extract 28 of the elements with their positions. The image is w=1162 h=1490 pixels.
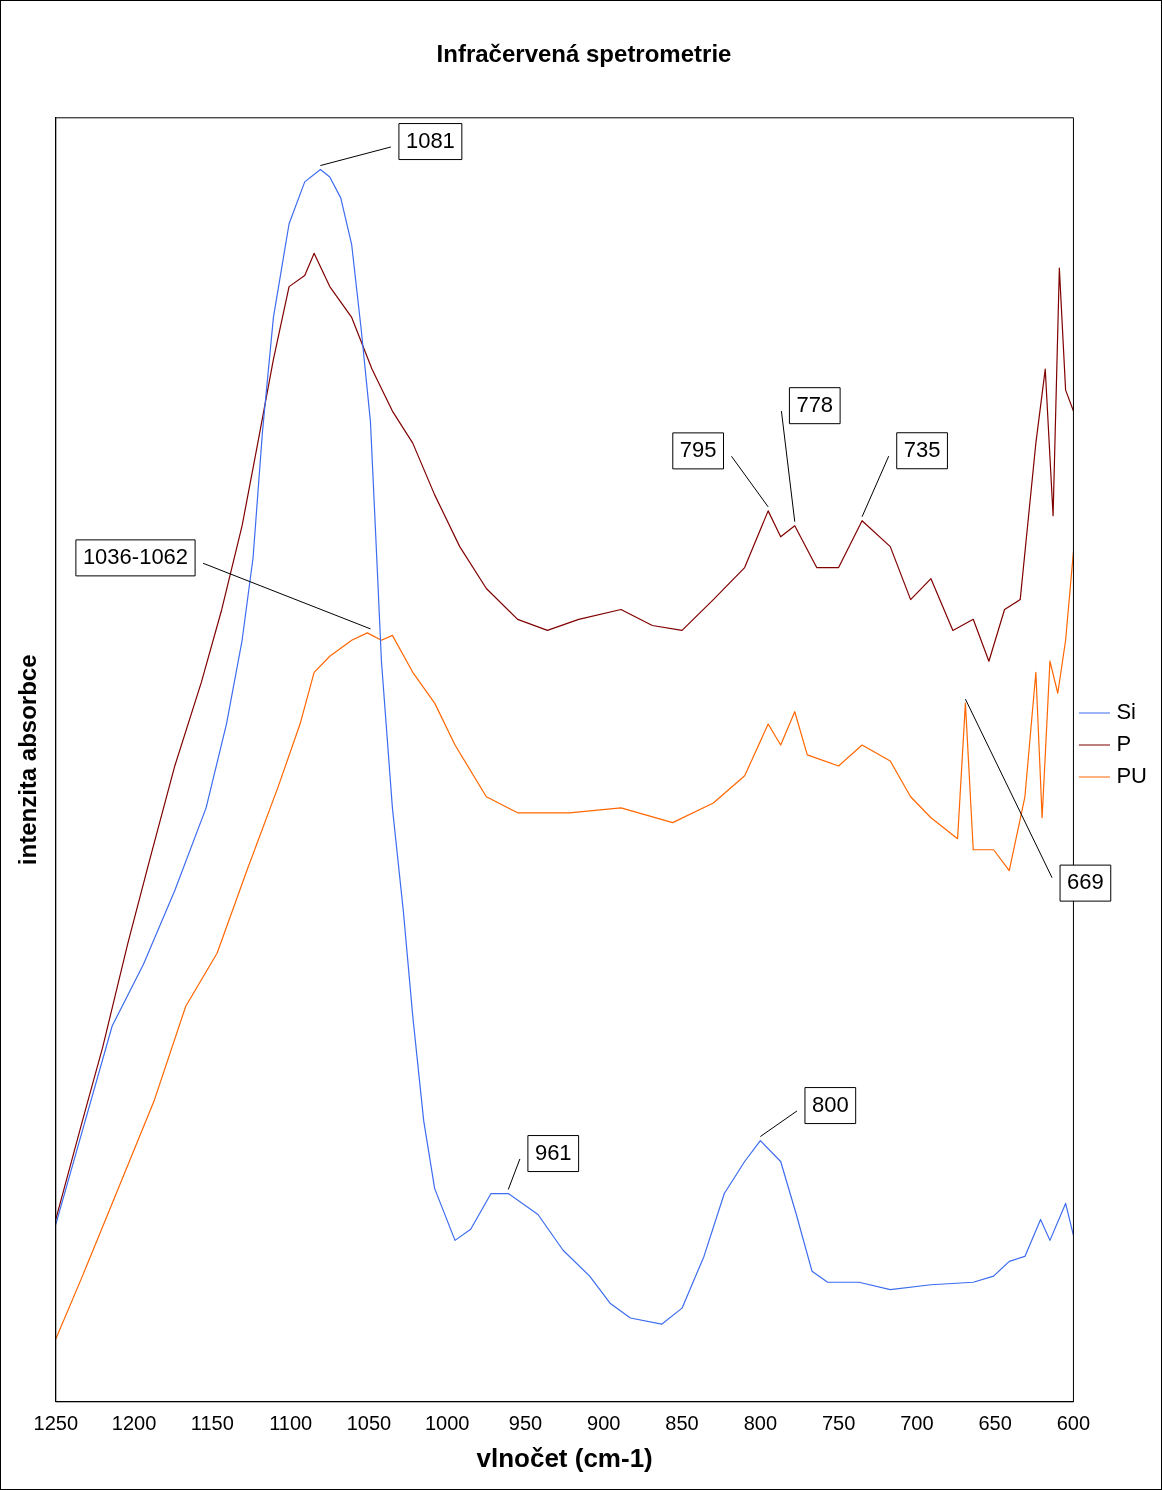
annotation: 961	[534, 1139, 572, 1165]
annotation: 795	[679, 436, 717, 462]
legend-label: PU	[1116, 763, 1147, 789]
x-tick-label: 1000	[424, 1412, 470, 1435]
annotation: 735	[903, 436, 941, 462]
x-tick-label: 800	[743, 1412, 778, 1435]
legend-label: Si	[1116, 699, 1136, 725]
annotation: 1036-1062	[82, 543, 189, 569]
chart-title: Infračervená spetrometrie	[436, 40, 732, 68]
x-tick-label: 650	[978, 1412, 1012, 1435]
annotation: 1081	[405, 127, 455, 153]
x-tick-label: 1100	[269, 1412, 313, 1435]
x-tick-label: 1200	[111, 1412, 157, 1435]
x-tick-label: 850	[665, 1412, 699, 1435]
x-tick-label: 600	[1056, 1412, 1091, 1435]
annotation: 778	[796, 391, 834, 417]
x-tick-label: 1050	[346, 1412, 392, 1435]
x-tick-label: 700	[900, 1412, 934, 1435]
x-tick-label: 1150	[190, 1412, 234, 1435]
legend-label: P	[1116, 731, 1132, 757]
y-axis-title: intenzita absorbce	[14, 654, 42, 866]
x-tick-label: 750	[821, 1412, 856, 1435]
x-tick-label: 900	[587, 1412, 621, 1435]
x-tick-label: 950	[508, 1412, 543, 1435]
x-axis-title: vlnočet (cm-1)	[476, 1442, 653, 1473]
annotation: 669	[1067, 869, 1104, 895]
annotation: 800	[811, 1091, 849, 1117]
x-tick-label: 1250	[33, 1412, 79, 1435]
